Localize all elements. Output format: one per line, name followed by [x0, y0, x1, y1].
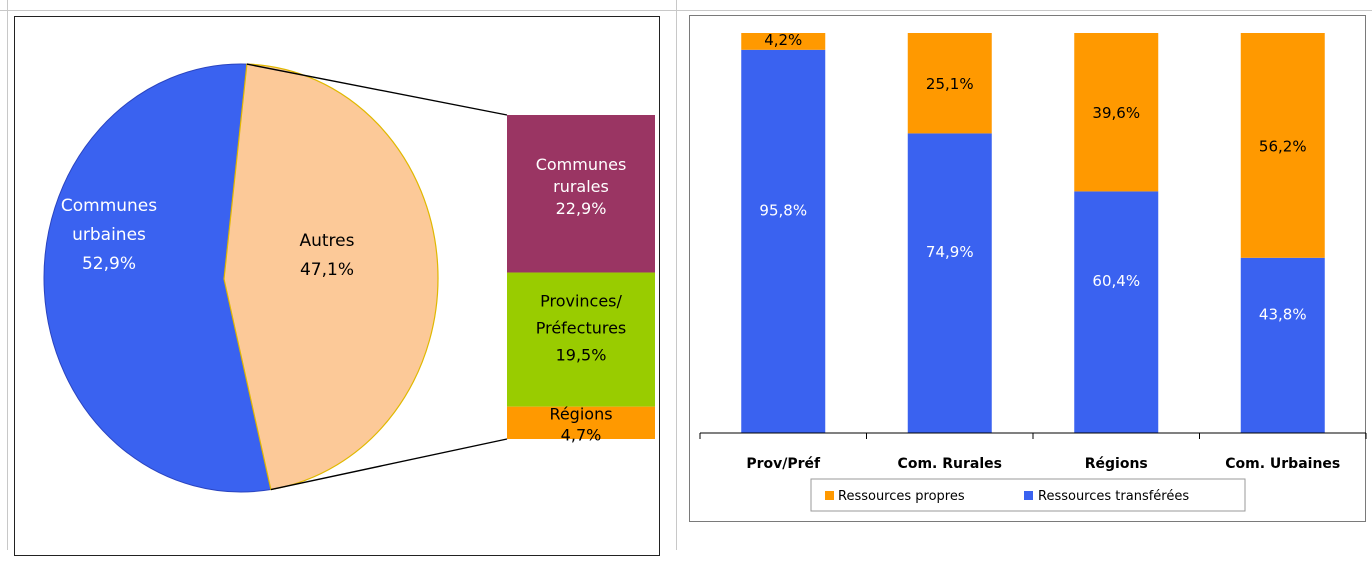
data-label-propres-1: 25,1% — [926, 75, 974, 93]
sheet-gridline — [7, 0, 8, 550]
bar-transferees-2 — [1074, 191, 1159, 433]
breakdown-segment-2 — [507, 406, 655, 439]
data-label-transferees-1: 74,9% — [926, 243, 974, 261]
breakdown-label-1: Provinces/Préfectures 19,5% — [536, 292, 627, 365]
pie-label-communes-urbaines-line: Communes — [61, 196, 157, 216]
legend-swatch-transferees — [1024, 491, 1033, 500]
bar-propres-2 — [1074, 33, 1159, 192]
breakdown-segment-1 — [507, 272, 655, 407]
x-tick-label-1: Com. Rurales — [898, 456, 1002, 472]
pie-slice-autres — [223, 63, 439, 491]
breakdown-label-1-line: Provinces/ — [540, 292, 622, 311]
pie-label-autres: Autres 47,1% — [299, 231, 354, 280]
data-label-transferees-2: 60,4% — [1092, 272, 1140, 290]
bar-transferees-0 — [741, 49, 826, 434]
breakdown-label-2-line: 4,7% — [561, 426, 602, 445]
pie-label-communes-urbaines: Communes urbaines 52,9% — [61, 196, 157, 274]
connector-line-bottom — [270, 438, 508, 491]
breakdown-label-0-line: 22,9% — [556, 199, 607, 218]
x-tick-label-0: Prov/Préf — [746, 456, 821, 472]
sheet-gridline — [0, 10, 1372, 11]
x-tick-label-3: Com. Urbaines — [1225, 456, 1340, 472]
breakdown-label-2-line: Régions — [549, 405, 612, 424]
stacked-bar-chart: 95,8% 4,2% Prov/Préf 74,9% 25,1% Com. Rurales… — [699, 31, 1367, 512]
breakdown-label-2: Régions 4,7% — [549, 405, 612, 445]
legend: Ressources propres Ressources transférées — [810, 478, 1246, 512]
connector-line-top — [246, 63, 508, 116]
legend-label-propres: Ressources propres — [838, 489, 965, 504]
breakdown-label-1-line: 19,5% — [556, 346, 607, 365]
bar-propres-3 — [1240, 33, 1325, 258]
data-label-propres-0: 4,2% — [764, 31, 802, 49]
x-tick-label-2: Régions — [1085, 456, 1148, 472]
bar-propres-1 — [907, 33, 992, 134]
pie-slice-communes-urbaines — [43, 63, 272, 493]
pie-label-autres-line: Autres — [299, 231, 354, 251]
legend-label-transferees: Ressources transférées — [1038, 489, 1189, 504]
breakdown-label-0-line: rurales — [553, 177, 609, 196]
pie-label-communes-urbaines-line: urbaines — [72, 225, 146, 245]
bar-transferees-1 — [907, 133, 992, 433]
data-label-transferees-0: 95,8% — [759, 201, 807, 219]
breakdown-label-1-line: Préfectures — [536, 319, 627, 338]
breakdown-segment-0 — [507, 115, 655, 273]
bar-propres-0 — [741, 33, 826, 50]
bar-transferees-3 — [1240, 257, 1325, 433]
breakdown-label-0-line: Communes — [536, 155, 627, 174]
pie-chart-panel: Communes urbaines 52,9% Autres 47,1% Communes… — [14, 16, 660, 556]
pie-label-communes-urbaines-line: 52,9% — [82, 254, 136, 274]
pie-label-autres-line: 47,1% — [300, 260, 354, 280]
pie-of-bar-chart: Communes urbaines 52,9% Autres 47,1% Communes… — [43, 63, 655, 493]
breakdown-label-0: Communes rurales 22,9% — [536, 155, 627, 218]
legend-swatch-propres — [825, 491, 834, 500]
sheet-gridline — [676, 0, 677, 550]
data-label-propres-2: 39,6% — [1092, 104, 1140, 122]
data-label-transferees-3: 43,8% — [1259, 305, 1307, 323]
data-label-propres-3: 56,2% — [1259, 137, 1307, 155]
stacked-bar-chart-panel: 95,8% 4,2% Prov/Préf 74,9% 25,1% Com. Rurales… — [689, 15, 1367, 522]
